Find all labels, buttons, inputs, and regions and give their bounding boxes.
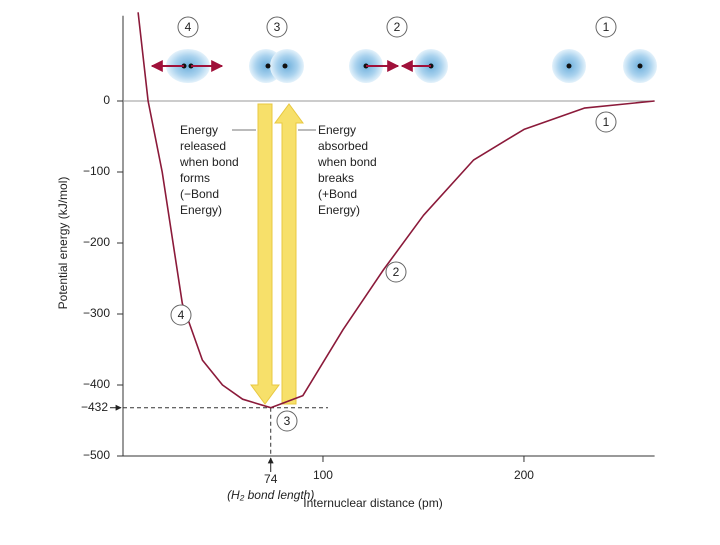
curve-stage-label-circle xyxy=(276,410,298,432)
curve-stage-label: 3 xyxy=(284,414,291,428)
released-text: forms xyxy=(180,171,210,185)
atom-illustrations xyxy=(150,49,657,83)
y-tick-label: −500 xyxy=(83,448,110,462)
top-stage-label-circle xyxy=(177,16,199,38)
released-text: Energy) xyxy=(180,203,222,217)
top-stage-label-circle xyxy=(386,16,408,38)
curve-stage-label: 1 xyxy=(603,115,610,129)
curve-stage-label-circle xyxy=(595,111,617,133)
curve-stage-label: 4 xyxy=(178,308,185,322)
released-text: Energy xyxy=(180,123,218,137)
top-stage-label: 1 xyxy=(603,20,610,34)
y-axis-label: Potential energy (kJ/mol) xyxy=(56,177,70,310)
curve-stage-label: 2 xyxy=(393,265,400,279)
x-axis-label: Internuclear distance (pm) xyxy=(303,496,442,510)
y-tick-label: 0 xyxy=(103,93,110,107)
released-text: when bond xyxy=(179,155,239,169)
bond-length-label: (H₂ bond length) xyxy=(227,488,314,502)
absorbed-text: breaks xyxy=(318,171,354,185)
bond-length-value: 74 xyxy=(264,472,278,486)
top-stage-label-circle xyxy=(266,16,288,38)
curve-stage-label-circle xyxy=(385,261,407,283)
y-tick-label: −400 xyxy=(83,377,110,391)
min-energy-label: −432 xyxy=(81,400,108,414)
x-tick-label: 200 xyxy=(514,468,534,482)
energy-arrows xyxy=(232,103,316,405)
top-stage-label: 3 xyxy=(274,20,281,34)
y-tick-label: −300 xyxy=(83,306,110,320)
y-tick-label: −200 xyxy=(83,235,110,249)
absorbed-text: Energy) xyxy=(318,203,360,217)
top-stage-label-circle xyxy=(595,16,617,38)
released-text: released xyxy=(180,139,226,153)
absorbed-text: (+Bond xyxy=(318,187,357,201)
absorbed-text: absorbed xyxy=(318,139,368,153)
energy-curve xyxy=(137,12,655,409)
released-text: (−Bond xyxy=(180,187,219,201)
x-tick-label: 100 xyxy=(313,468,333,482)
absorbed-text: when bond xyxy=(317,155,377,169)
top-stage-label: 2 xyxy=(394,20,401,34)
top-stage-label: 4 xyxy=(185,20,192,34)
y-tick-label: −100 xyxy=(83,164,110,178)
absorbed-text: Energy xyxy=(318,123,356,137)
curve-stage-label-circle xyxy=(170,304,192,326)
